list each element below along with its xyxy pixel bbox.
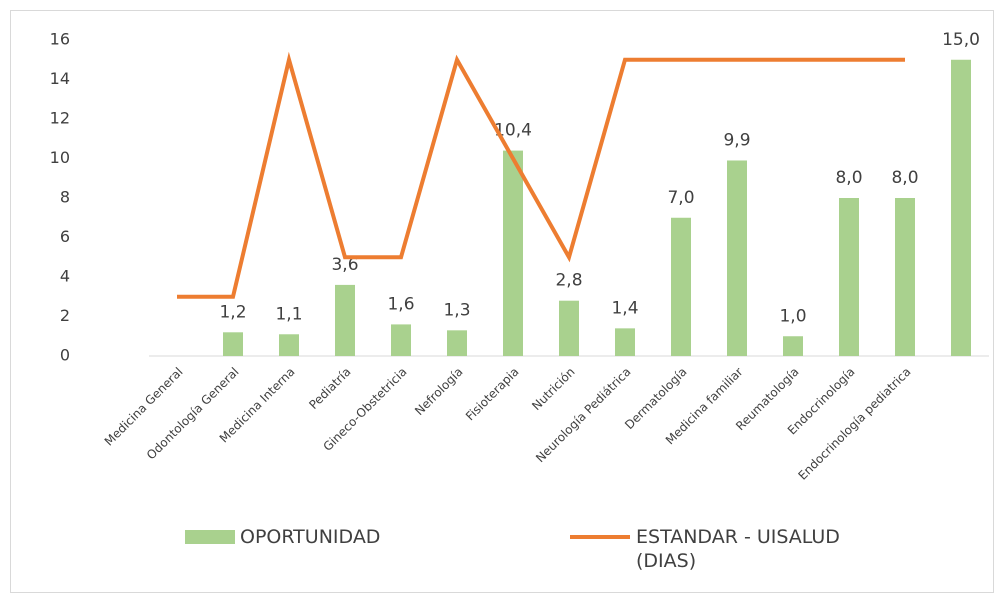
x-tick-label: Odontología General <box>144 365 242 463</box>
data-label: 1,6 <box>387 294 414 314</box>
x-tick-label: Nutrición <box>529 365 577 413</box>
legend-label: OPORTUNIDAD <box>240 526 381 548</box>
data-label: 8,0 <box>891 168 918 188</box>
data-label: 15,0 <box>942 30 980 50</box>
x-tick-label: Fisioterapia <box>463 365 522 424</box>
bar <box>335 284 355 356</box>
data-label: 1,4 <box>611 298 638 318</box>
bar <box>895 198 915 356</box>
data-label: 8,0 <box>835 168 862 188</box>
data-label: 9,9 <box>723 130 750 150</box>
bar <box>559 300 579 356</box>
y-tick-label: 6 <box>60 227 70 246</box>
y-tick-label: 14 <box>50 69 70 88</box>
y-tick-label: 4 <box>60 267 70 286</box>
bar <box>279 334 299 356</box>
y-tick-label: 8 <box>60 188 70 207</box>
bar <box>615 328 635 356</box>
data-label: 2,8 <box>555 271 582 291</box>
bar <box>223 332 243 356</box>
data-label: 7,0 <box>667 188 694 208</box>
x-tick-label: Nefrología <box>412 365 465 418</box>
bar <box>671 217 691 356</box>
y-tick-label: 0 <box>60 346 70 365</box>
data-label: 1,1 <box>275 304 302 324</box>
data-label: 1,0 <box>779 306 806 326</box>
bar <box>727 160 747 356</box>
bar <box>839 198 859 356</box>
y-tick-label: 12 <box>50 109 70 128</box>
data-label: 10,4 <box>494 121 532 141</box>
x-tick-label: Pediatría <box>306 365 353 412</box>
data-label: 1,2 <box>219 302 246 322</box>
bar <box>391 324 411 356</box>
bar <box>503 150 523 356</box>
y-tick-label: 2 <box>60 306 70 325</box>
chart-border <box>10 10 994 593</box>
y-tick-label: 16 <box>50 30 70 49</box>
y-tick-label: 10 <box>50 148 70 167</box>
x-tick-label: Neurología Pediátrica <box>533 365 634 466</box>
legend-label: ESTANDAR - UISALUD (DIAS) <box>636 526 840 572</box>
legend-swatch <box>185 530 235 544</box>
data-label: 3,6 <box>331 255 358 275</box>
bar <box>951 59 971 356</box>
bar <box>783 336 803 356</box>
data-label: 1,3 <box>443 300 470 320</box>
line <box>177 51 905 299</box>
bar <box>447 330 467 356</box>
x-tick-label: Endocrinología pediatrica <box>796 365 914 483</box>
